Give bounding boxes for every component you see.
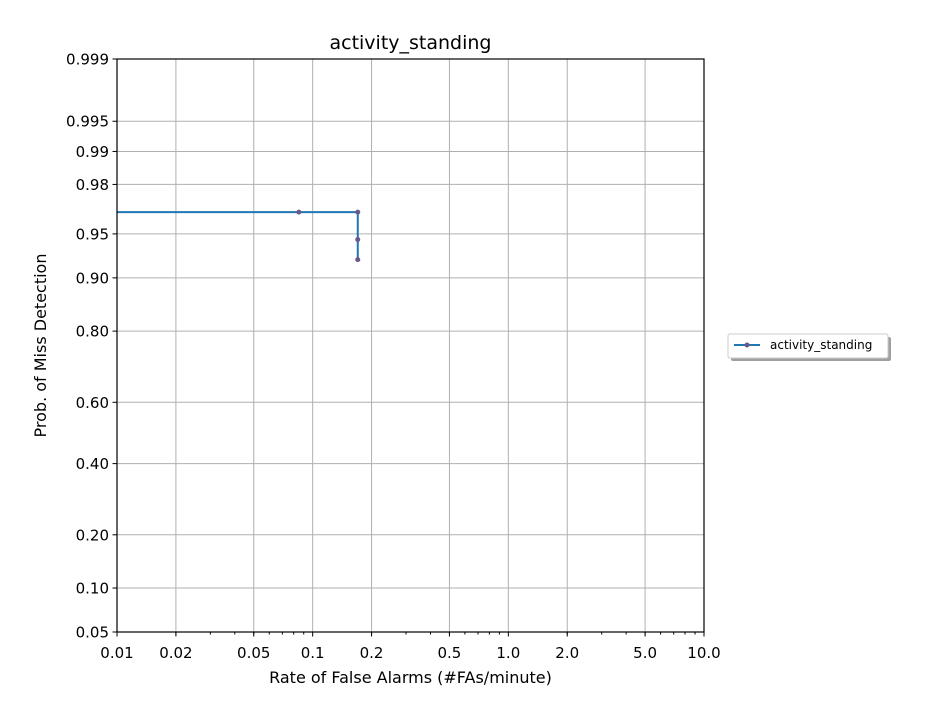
grid bbox=[116, 58, 705, 633]
y-tick-label: 0.60 bbox=[76, 394, 109, 412]
x-tick-label: 0.01 bbox=[100, 644, 133, 662]
y-tick-label: 0.90 bbox=[76, 269, 109, 287]
data-point bbox=[296, 209, 302, 215]
y-tick-label: 0.999 bbox=[66, 51, 109, 69]
data-point bbox=[355, 209, 361, 215]
data-point bbox=[355, 257, 361, 263]
data-point bbox=[355, 237, 361, 243]
y-axis-label: Prob. of Miss Detection bbox=[31, 254, 50, 438]
y-tick-label: 0.40 bbox=[76, 455, 109, 473]
x-tick-label: 5.0 bbox=[633, 644, 657, 662]
y-tick-label: 0.95 bbox=[76, 225, 109, 243]
y-tick-label: 0.05 bbox=[76, 624, 109, 642]
series-layer bbox=[117, 209, 361, 263]
x-tick-label: 0.2 bbox=[360, 644, 384, 662]
x-tick-label: 0.02 bbox=[159, 644, 192, 662]
x-tick-label: 0.05 bbox=[237, 644, 270, 662]
y-tick-label: 0.80 bbox=[76, 323, 109, 341]
y-tick-label: 0.98 bbox=[76, 176, 109, 194]
chart-title: activity_standing bbox=[329, 32, 491, 54]
legend: activity_standing bbox=[727, 333, 891, 361]
x-tick-label: 1.0 bbox=[496, 644, 520, 662]
x-tick-label: 10.0 bbox=[687, 644, 720, 662]
axis-ticks: 0.01 0.02 0.05 0.1 0.2 0.5 1.0 2.0 5.0 10.0 0.05 0.… bbox=[66, 51, 721, 663]
plot-frame bbox=[116, 58, 705, 633]
legend-marker-swatch bbox=[744, 342, 750, 348]
legend-label: activity_standing bbox=[770, 338, 872, 352]
y-tick-label: 0.995 bbox=[66, 113, 109, 131]
x-tick-label: 2.0 bbox=[555, 644, 579, 662]
y-tick-label: 0.10 bbox=[76, 580, 109, 598]
x-tick-label: 0.5 bbox=[438, 644, 462, 662]
legend-box bbox=[727, 333, 889, 359]
series-line bbox=[117, 211, 359, 260]
x-axis-label: Rate of False Alarms (#FAs/minute) bbox=[269, 668, 552, 687]
x-tick-label: 0.1 bbox=[301, 644, 325, 662]
y-tick-label: 0.99 bbox=[76, 143, 109, 161]
y-tick-label: 0.20 bbox=[76, 526, 109, 544]
